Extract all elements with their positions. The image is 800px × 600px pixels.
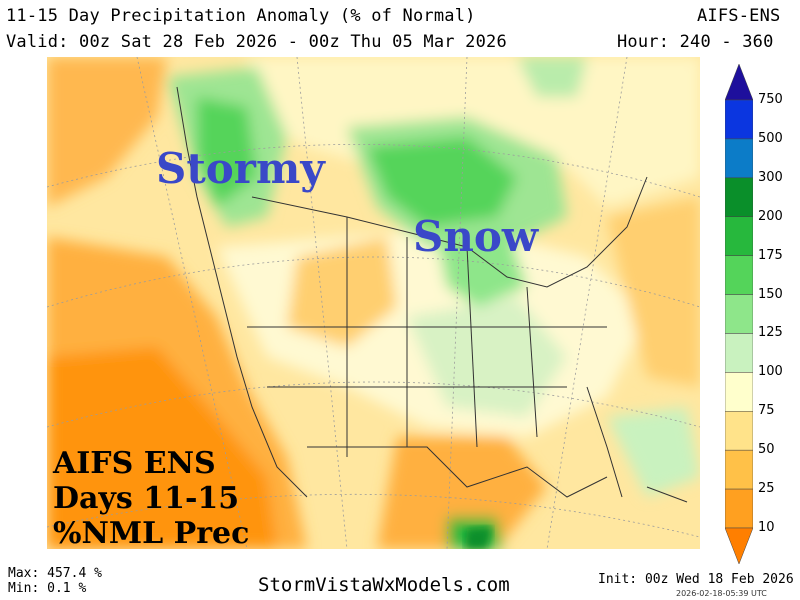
overlay-line-2: Days 11-15 <box>53 481 240 516</box>
colorbar-tick-label: 125 <box>758 325 783 341</box>
overlay-line-3: %NML Prec <box>53 516 250 551</box>
precipitation-anomaly-map <box>47 57 700 549</box>
colorbar-band <box>725 138 753 179</box>
colorbar-tick-label: 200 <box>758 208 783 224</box>
colorbar-band <box>725 488 753 529</box>
colorbar-band <box>725 294 753 334</box>
site-name: StormVistaWxModels.com <box>258 574 510 596</box>
init-time: Init: 00z Wed 18 Feb 2026 <box>598 572 794 587</box>
min-value: Min: 0.1 % <box>8 581 87 596</box>
valid-period: Valid: 00z Sat 28 Feb 2026 - 00z Thu 05 … <box>6 32 507 52</box>
colorbar-band <box>725 411 753 451</box>
forecast-hours: Hour: 240 - 360 <box>617 32 774 52</box>
colorbar-band <box>725 449 753 490</box>
snow-label: Snow <box>413 212 539 261</box>
timestamp: 2026-02-18-05:39 UTC <box>676 589 767 598</box>
colorbar-band <box>725 372 753 412</box>
colorbar-tick-label: 150 <box>758 286 783 302</box>
colorbar-tick-label: 100 <box>758 364 783 380</box>
colorbar-tick-label: 750 <box>758 92 783 107</box>
colorbar-band <box>725 216 753 256</box>
colorbar-tick-label: 175 <box>758 247 783 263</box>
overlay-line-1: AIFS ENS <box>53 446 216 481</box>
colorbar-band <box>725 255 753 295</box>
colorbar-tick-label: 75 <box>758 403 775 419</box>
colorbar-band <box>725 64 753 101</box>
stormy-label: Stormy <box>156 144 325 193</box>
colorbar-tick-label: 500 <box>758 130 783 146</box>
colorbar-tick-label: 10 <box>758 520 775 535</box>
colorbar-tick-label: 300 <box>758 169 783 185</box>
colorbar-tick-label: 50 <box>758 442 775 458</box>
max-value: Max: 457.4 % <box>8 566 102 581</box>
colorbar <box>725 64 753 564</box>
model-name: AIFS-ENS <box>697 6 781 26</box>
colorbar-band <box>725 333 753 373</box>
map-title: 11-15 Day Precipitation Anomaly (% of No… <box>6 6 476 26</box>
colorbar-band <box>725 99 753 140</box>
colorbar-band <box>725 177 753 217</box>
colorbar-tick-label: 25 <box>758 481 775 497</box>
colorbar-band <box>725 527 753 564</box>
